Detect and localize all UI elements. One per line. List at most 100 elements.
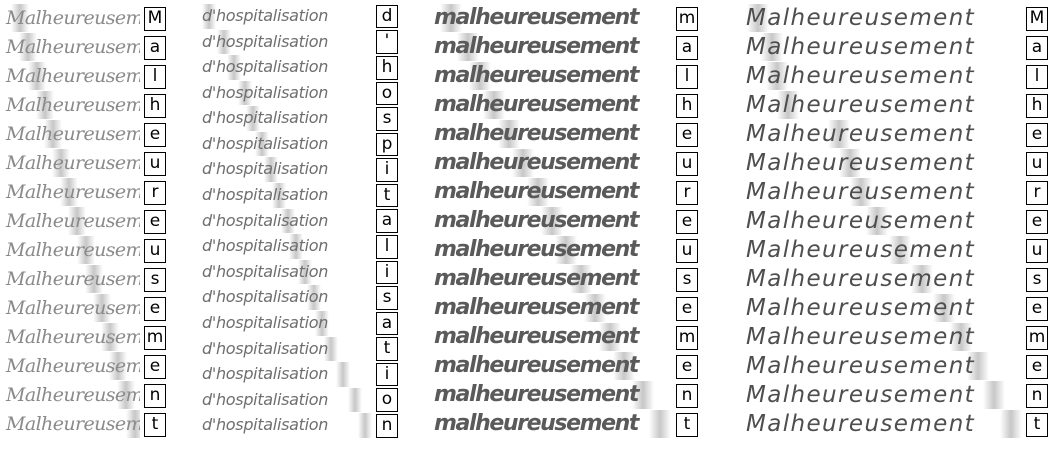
handwritten-word: malheureusement — [434, 178, 639, 204]
attention-highlight — [766, 62, 789, 90]
handwriting-strip: malheureusement — [432, 120, 672, 148]
attention-highlight — [555, 236, 578, 264]
attention-highlight — [60, 178, 79, 206]
handwritten-word: Malheureusement — [746, 352, 976, 379]
handwritten-word: Malheureusement — [746, 178, 976, 205]
predicted-char-box: ' — [376, 30, 398, 54]
attention-highlight — [217, 29, 232, 55]
handwritten-word: malheureusement — [434, 120, 639, 146]
handwriting-strip: Malheureusement — [4, 381, 140, 409]
attention-highlight — [201, 4, 216, 29]
handwritten-word: Malheureusement — [746, 207, 976, 234]
predicted-char-box: s — [1026, 267, 1048, 292]
attention-highlight — [76, 236, 95, 264]
handwritten-word: malheureusement — [434, 265, 639, 291]
predicted-char-box: e — [144, 354, 166, 379]
predicted-char-box: M — [144, 6, 166, 31]
handwriting-strip: Malheureusement — [744, 410, 1022, 438]
handwriting-strip: Malheureusement — [4, 236, 140, 264]
handwriting-strip: d'hospitalisation — [200, 131, 372, 157]
attention-highlight — [613, 352, 635, 380]
predicted-char-box: t — [1026, 412, 1048, 437]
handwritten-word: d'hospitalisation — [202, 287, 329, 307]
handwritten-word: Malheureusement — [6, 412, 140, 435]
handwritten-word: Malheureusement — [6, 267, 140, 290]
attention-highlight — [315, 310, 330, 336]
attention-highlight — [440, 4, 463, 32]
handwritten-word: Malheureusement — [746, 33, 976, 60]
predicted-char-box: t — [676, 412, 698, 437]
attention-highlight — [569, 265, 592, 293]
attention-highlight — [125, 410, 140, 438]
handwriting-strip: Malheureusement — [744, 4, 1022, 32]
handwriting-strip: malheureusement — [432, 62, 672, 90]
predicted-char-box: m — [144, 325, 166, 350]
handwritten-word: Malheureusement — [746, 62, 976, 89]
handwritten-word: d'hospitalisation — [202, 133, 329, 153]
attention-highlight — [866, 207, 889, 235]
attention-highlight — [289, 234, 304, 259]
predicted-char-box: l — [144, 64, 166, 89]
predicted-char-box: a — [1026, 35, 1048, 60]
handwritten-word: Malheureusement — [746, 4, 976, 31]
handwritten-word: Malheureusement — [6, 296, 140, 319]
predicted-char-box: e — [144, 209, 166, 234]
predicted-char-box: l — [1026, 64, 1048, 89]
handwriting-strip: Malheureusement — [4, 207, 140, 235]
handwriting-strip: Malheureusement — [744, 294, 1022, 322]
handwritten-word: malheureusement — [434, 323, 639, 349]
attention-highlight — [335, 362, 350, 387]
predicted-char-box: h — [376, 55, 398, 80]
predicted-char-box: a — [376, 311, 398, 336]
predicted-char-box: e — [676, 209, 698, 234]
attention-highlight — [84, 265, 103, 293]
predicted-char-box: e — [676, 354, 698, 379]
predicted-char-box: u — [144, 238, 166, 263]
handwritten-word: d'hospitalisation — [202, 338, 329, 358]
predicted-char-box: e — [1026, 296, 1048, 321]
handwriting-strip: Malheureusement — [744, 91, 1022, 119]
handwriting-strip: Malheureusement — [744, 178, 1022, 206]
handwritten-word: d'hospitalisation — [202, 82, 329, 102]
handwritten-word: d'hospitalisation — [202, 159, 329, 179]
predicted-char-box: l — [376, 234, 398, 259]
handwritten-word: d'hospitalisation — [202, 108, 329, 128]
attention-highlight — [983, 381, 1006, 409]
attention-highlight — [746, 4, 769, 32]
predicted-char-box: u — [144, 151, 166, 176]
predicted-char-box: a — [676, 35, 698, 60]
attention-highlight — [246, 106, 261, 131]
attention-highlight — [35, 91, 54, 119]
handwritten-word: d'hospitalisation — [202, 261, 329, 281]
handwriting-strip: malheureusement — [432, 33, 672, 61]
handwritten-word: malheureusement — [434, 33, 639, 59]
handwriting-strip: malheureusement — [432, 294, 672, 322]
handwriting-strip: Malheureusement — [4, 178, 140, 206]
predicted-char-box: e — [1026, 209, 1048, 234]
predicted-char-box: s — [144, 267, 166, 292]
handwriting-strip: d'hospitalisation — [200, 310, 372, 336]
handwritten-word: Malheureusement — [6, 209, 140, 232]
predicted-char-box: n — [144, 383, 166, 408]
handwriting-strip: malheureusement — [432, 149, 672, 177]
handwritten-word: malheureusement — [434, 91, 639, 117]
handwriting-strip: d'hospitalisation — [200, 362, 372, 387]
attention-highlight — [483, 91, 506, 119]
handwritten-word: d'hospitalisation — [202, 312, 329, 332]
handwriting-strip: d'hospitalisation — [200, 4, 372, 29]
handwriting-strip: Malheureusement — [4, 91, 140, 119]
handwritten-word: malheureusement — [434, 294, 639, 320]
handwritten-word: d'hospitalisation — [202, 31, 329, 51]
predicted-char-box: d — [376, 4, 398, 29]
attention-highlight — [11, 4, 30, 32]
predicted-char-box: n — [1026, 383, 1048, 408]
attention-highlight — [933, 294, 956, 322]
predicted-char-box: n — [676, 383, 698, 408]
handwriting-strip: d'hospitalisation — [200, 208, 372, 234]
attention-highlight — [469, 62, 491, 90]
handwritten-word: d'hospitalisation — [202, 415, 329, 435]
handwriting-strip: Malheureusement — [744, 323, 1022, 351]
predicted-char-box: M — [1026, 6, 1048, 31]
attention-highlight — [43, 120, 62, 148]
handwriting-strip: Malheureusement — [4, 4, 140, 32]
